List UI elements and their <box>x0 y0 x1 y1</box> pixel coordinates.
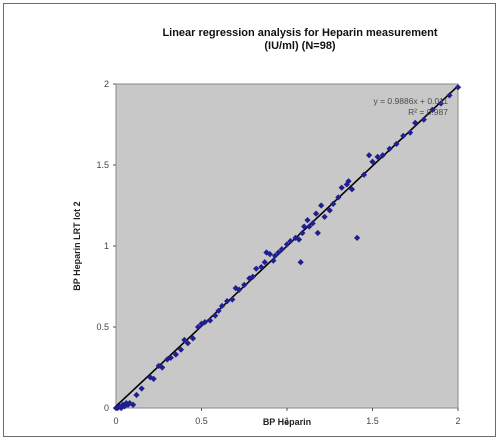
x-tick-label: 1.5 <box>366 416 379 426</box>
chart-title-line: (IU/ml) (N=98) <box>264 40 336 52</box>
y-tick-label: 1 <box>104 241 109 251</box>
y-tick-label: 0 <box>104 403 109 413</box>
chart-title: Linear regression analysis for Heparin m… <box>162 27 437 52</box>
data-point <box>266 250 274 258</box>
data-point <box>309 220 316 227</box>
data-point <box>258 263 265 271</box>
data-point <box>172 351 179 358</box>
x-tick-label: 1 <box>284 416 289 426</box>
data-point <box>297 259 304 266</box>
y-tick-label: 2 <box>104 79 109 89</box>
data-point <box>330 200 337 207</box>
regression-annotation-line: y = 0.9886x + 0.011 <box>373 96 448 106</box>
data-point <box>283 241 291 248</box>
chart-title-line: Linear regression analysis for Heparin m… <box>162 27 437 39</box>
chart-svg: Linear regression analysis for Heparin m… <box>72 27 462 427</box>
y-tick-label: 1.5 <box>96 160 109 170</box>
y-tick-label: 0.5 <box>96 322 109 332</box>
data-point <box>278 246 285 253</box>
x-tick-label: 0.5 <box>195 416 208 426</box>
data-point <box>215 307 222 314</box>
chart-frame: Linear regression analysis for Heparin m… <box>3 3 496 437</box>
regression-annotation-line: R² = 0.987 <box>408 107 448 117</box>
data-point <box>270 257 277 264</box>
data-point <box>261 259 268 266</box>
data-point <box>184 340 191 347</box>
x-tick-label: 2 <box>455 416 460 426</box>
x-axis-label: BP Heparin <box>263 417 311 427</box>
y-axis-label: BP Heparin LRT lot 2 <box>72 201 82 290</box>
x-tick-label: 0 <box>113 416 118 426</box>
data-point <box>312 210 320 217</box>
